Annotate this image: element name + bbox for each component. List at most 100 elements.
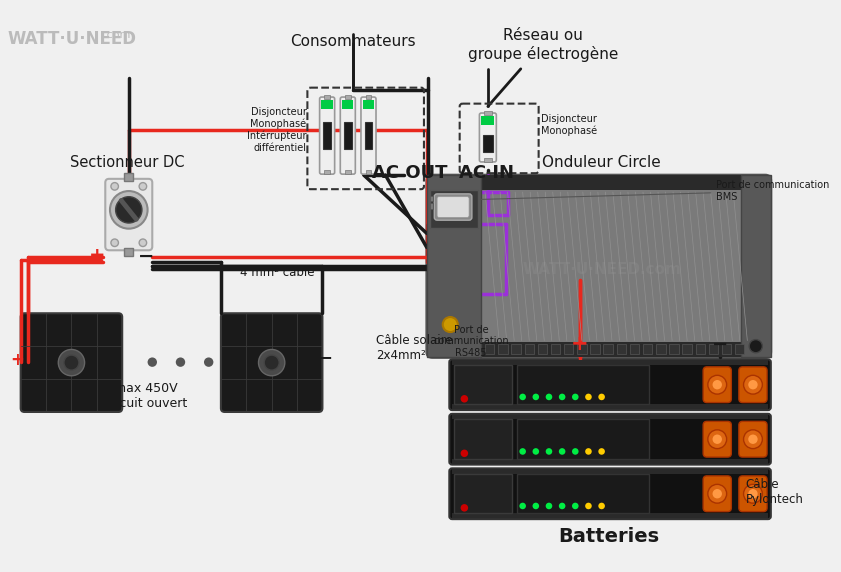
Bar [525, 344, 534, 353]
Text: −: − [711, 335, 728, 353]
Bar [342, 100, 353, 109]
Circle shape [558, 503, 565, 509]
Text: Port de
communication
RS485: Port de communication RS485 [433, 325, 509, 358]
Bar [430, 203, 433, 209]
FancyBboxPatch shape [449, 359, 771, 410]
Bar [643, 344, 653, 353]
Bar [741, 175, 771, 358]
Bar [722, 344, 732, 353]
Circle shape [712, 435, 722, 444]
Bar [564, 344, 574, 353]
Bar [511, 344, 521, 353]
Circle shape [546, 448, 553, 455]
Circle shape [712, 380, 722, 390]
Text: +: + [88, 247, 105, 265]
Circle shape [585, 394, 592, 400]
Circle shape [743, 430, 762, 448]
Circle shape [708, 375, 727, 394]
Bar [324, 122, 331, 149]
Text: Disjoncteur
Monophasé: Disjoncteur Monophasé [542, 114, 598, 136]
Circle shape [712, 489, 722, 498]
Bar [517, 365, 648, 404]
Circle shape [115, 197, 142, 223]
Bar [537, 344, 547, 353]
Bar [345, 95, 351, 99]
Circle shape [546, 394, 553, 400]
Bar [325, 170, 330, 174]
Circle shape [572, 394, 579, 400]
FancyBboxPatch shape [21, 313, 122, 412]
Circle shape [204, 358, 214, 367]
Bar [735, 344, 744, 353]
Bar [656, 344, 665, 353]
Bar [452, 415, 768, 419]
FancyBboxPatch shape [739, 476, 767, 511]
Circle shape [748, 489, 758, 498]
Circle shape [598, 503, 605, 509]
Text: AC IN: AC IN [459, 164, 515, 182]
Bar [484, 158, 492, 162]
Circle shape [520, 448, 526, 455]
Bar [551, 344, 560, 353]
Bar [616, 344, 626, 353]
Bar [325, 95, 330, 99]
Circle shape [110, 191, 147, 229]
Bar [366, 95, 372, 99]
Circle shape [111, 239, 119, 247]
Bar [696, 344, 705, 353]
Circle shape [258, 349, 285, 376]
Bar [517, 419, 648, 459]
Circle shape [461, 504, 468, 511]
FancyBboxPatch shape [739, 367, 767, 403]
Text: max 450V
circuit ouvert: max 450V circuit ouvert [104, 382, 188, 410]
FancyBboxPatch shape [703, 367, 732, 403]
Circle shape [572, 448, 579, 455]
Circle shape [64, 355, 79, 370]
Bar [485, 344, 495, 353]
Text: Câble solaire
2x4mm²: Câble solaire 2x4mm² [376, 334, 452, 362]
Bar [517, 474, 648, 514]
Circle shape [139, 239, 146, 247]
FancyBboxPatch shape [449, 414, 771, 464]
FancyBboxPatch shape [221, 313, 322, 412]
Text: −: − [138, 247, 154, 265]
Circle shape [546, 503, 553, 509]
Bar [452, 469, 768, 474]
Bar [484, 111, 492, 115]
Bar [452, 360, 768, 365]
Bar [682, 344, 692, 353]
Circle shape [147, 358, 157, 367]
Circle shape [743, 375, 762, 394]
FancyBboxPatch shape [341, 97, 356, 174]
Bar [321, 100, 333, 109]
Circle shape [520, 394, 526, 400]
Bar [669, 344, 679, 353]
Bar [481, 116, 495, 125]
Bar [426, 175, 481, 358]
Circle shape [572, 503, 579, 509]
Bar [577, 344, 586, 353]
FancyBboxPatch shape [703, 476, 732, 511]
FancyBboxPatch shape [449, 468, 771, 519]
Circle shape [461, 395, 468, 403]
Bar [432, 175, 765, 190]
Circle shape [748, 380, 758, 390]
Text: Onduleur Circle: Onduleur Circle [542, 156, 661, 170]
Bar [365, 122, 373, 149]
Circle shape [532, 448, 539, 455]
FancyBboxPatch shape [434, 194, 472, 220]
Circle shape [743, 484, 762, 503]
Circle shape [748, 435, 758, 444]
Circle shape [585, 448, 592, 455]
Bar [630, 344, 639, 353]
Circle shape [558, 448, 565, 455]
Bar [345, 170, 351, 174]
Circle shape [532, 503, 539, 509]
Bar [362, 100, 374, 109]
Bar [590, 344, 600, 353]
FancyBboxPatch shape [320, 97, 335, 174]
Text: Câble
Pylontech: Câble Pylontech [745, 478, 803, 506]
Bar [484, 134, 493, 152]
Bar [366, 170, 372, 174]
Text: +: + [571, 334, 589, 354]
